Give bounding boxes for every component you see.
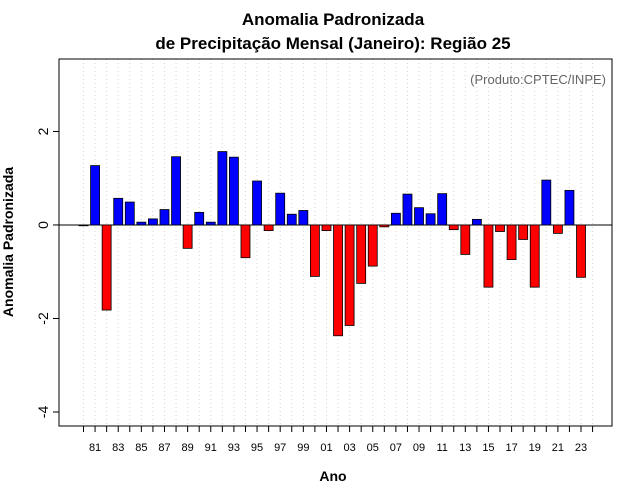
bar-1989 xyxy=(182,224,193,249)
x-tick-label: 93 xyxy=(228,442,240,454)
x-tick-label: 15 xyxy=(482,442,494,454)
bar-2002 xyxy=(333,224,343,337)
y-tick-label: 2 xyxy=(35,127,51,135)
x-tick-label: 09 xyxy=(413,442,425,454)
bars xyxy=(78,151,586,337)
bar-2009 xyxy=(414,207,424,226)
bar-1986 xyxy=(148,218,158,226)
x-tick-label: 01 xyxy=(320,442,332,454)
bar-1982 xyxy=(101,224,112,311)
bar-2022 xyxy=(564,189,575,226)
y-tick-label: 0 xyxy=(35,221,51,229)
x-tick-label: 21 xyxy=(552,442,564,454)
bar-1988 xyxy=(171,156,181,226)
bar-2003 xyxy=(344,224,355,326)
bar-1999 xyxy=(298,210,309,226)
bar-1983 xyxy=(113,197,124,226)
x-tick-label: 97 xyxy=(274,442,286,454)
bar-2010 xyxy=(425,213,436,226)
bar-1995 xyxy=(252,180,262,226)
bar-1994 xyxy=(240,224,251,259)
bar-2012 xyxy=(448,224,459,231)
x-tick-label: 23 xyxy=(575,442,587,454)
bar-2004 xyxy=(356,224,367,284)
bar-1990 xyxy=(194,211,205,226)
x-tick-label: 07 xyxy=(390,442,402,454)
bar-2019 xyxy=(529,224,540,288)
bar-1981 xyxy=(90,165,100,226)
bar-1996 xyxy=(263,224,274,231)
bar-2000 xyxy=(309,224,320,277)
bar-2006 xyxy=(379,224,390,228)
x-tick-label: 17 xyxy=(505,442,517,454)
x-axis-title: Ano xyxy=(319,468,346,484)
bar-2013 xyxy=(460,224,471,255)
bar-2008 xyxy=(402,193,413,226)
x-tick-label: 19 xyxy=(529,442,541,454)
bar-2001 xyxy=(321,224,332,231)
bar-1993 xyxy=(229,156,239,226)
bar-2017 xyxy=(506,224,517,260)
plot-frame xyxy=(58,58,613,427)
x-tick-label: 91 xyxy=(205,442,217,454)
credit-text: (Produto:CPTEC/INPE) xyxy=(470,72,606,87)
x-tick-label: 81 xyxy=(89,442,101,454)
bar-2011 xyxy=(437,193,448,226)
y-tick-label: -2 xyxy=(35,312,51,325)
x-tick-label: 99 xyxy=(297,442,309,454)
x-tick-label: 85 xyxy=(135,442,147,454)
bar-1998 xyxy=(286,213,297,226)
bar-2023 xyxy=(576,224,586,278)
bar-1985 xyxy=(136,221,147,226)
bar-2018 xyxy=(518,224,529,240)
bar-2015 xyxy=(483,224,494,288)
y-tick-label: -4 xyxy=(35,406,51,419)
bar-1984 xyxy=(124,201,135,226)
y-axis-title: Anomalia Padronizada xyxy=(0,167,16,317)
bar-2016 xyxy=(495,224,505,232)
chart-title: Anomalia Padronizada xyxy=(242,10,425,29)
bar-1987 xyxy=(159,209,170,226)
bar-2021 xyxy=(552,224,563,234)
bar-1992 xyxy=(217,151,228,226)
x-tick-label: 03 xyxy=(343,442,355,454)
bar-2007 xyxy=(390,212,401,226)
x-tick-label: 13 xyxy=(459,442,471,454)
x-tick-label: 83 xyxy=(112,442,124,454)
x-tick-label: 95 xyxy=(251,442,263,454)
y-axis: -4 -2 0 2 xyxy=(35,127,59,418)
x-tick-label: 87 xyxy=(158,442,170,454)
bar-1980 xyxy=(78,224,89,227)
bar-2005 xyxy=(367,224,378,267)
x-tick-label: 89 xyxy=(182,442,194,454)
x-tick-label: 11 xyxy=(436,442,447,454)
x-axis: 81 83 85 87 89 91 93 95 97 99 01 03 05 07 09 11 13 15 17 19… xyxy=(83,426,594,454)
chart-subtitle: de Precipitação Mensal (Janeiro): Região… xyxy=(155,34,510,53)
bar-1991 xyxy=(205,221,216,226)
bar-2020 xyxy=(541,179,552,226)
bar-1997 xyxy=(275,192,286,226)
x-tick-label: 05 xyxy=(367,442,379,454)
bar-2014 xyxy=(471,218,482,226)
